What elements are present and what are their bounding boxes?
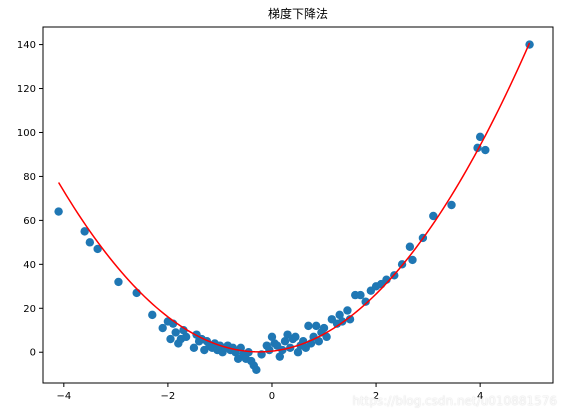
scatter-point (179, 326, 188, 335)
scatter-point (54, 207, 63, 216)
y-tick-label: 20 (23, 304, 36, 315)
scatter-point (361, 297, 370, 306)
scatter-point (447, 200, 456, 210)
axes-frame (42, 26, 554, 384)
scatter-point (114, 277, 123, 287)
x-tick-label: 2 (373, 391, 379, 402)
y-tick-label: 120 (17, 84, 36, 95)
scatter-point (304, 321, 313, 331)
scatter-point (181, 332, 191, 342)
scatter-point (166, 334, 175, 344)
fit-curve (57, 42, 531, 353)
scatter-point (312, 321, 321, 331)
scatter-point (265, 345, 274, 355)
x-tick-label: 4 (477, 391, 483, 402)
scatter-point (280, 337, 290, 346)
scatter-point (171, 328, 180, 337)
x-tick-label: 0 (269, 391, 275, 402)
y-tick-label: 60 (23, 216, 36, 227)
scatter-point (322, 332, 331, 342)
plot-area (54, 40, 534, 375)
scatter-point (345, 315, 355, 324)
scatter-point (267, 332, 277, 342)
scatter-point (343, 306, 352, 315)
scatter-point (80, 227, 89, 236)
scatter-point (429, 211, 438, 221)
scatter-point (189, 343, 199, 353)
scatter-point (93, 244, 102, 254)
scatter-point (244, 348, 253, 357)
y-axis: 0 20 40 60 80 100 120 140 (17, 40, 43, 359)
x-axis: −4 −2 0 2 4 (56, 383, 483, 402)
scatter-point (481, 145, 490, 155)
watermark: https://blog.csdn.net/u010881576 (352, 394, 557, 408)
chart-title: 梯度下降法 (268, 6, 328, 21)
scatter-point (405, 242, 415, 251)
scatter-point (158, 323, 167, 333)
scatter-point (275, 352, 284, 361)
y-tick-label: 40 (23, 260, 36, 271)
y-tick-label: 0 (30, 348, 36, 359)
scatter-point (291, 332, 300, 342)
scatter-point (356, 290, 365, 300)
scatter-point (475, 132, 485, 142)
y-tick-label: 140 (17, 40, 36, 51)
scatter-point (85, 238, 95, 247)
scatter-point (335, 310, 344, 320)
scatter-point (314, 337, 324, 346)
scatter-point (408, 255, 417, 265)
x-tick-label: −2 (161, 391, 176, 402)
x-tick-label: −4 (56, 391, 71, 402)
scatter-point (319, 323, 329, 333)
scatter-point (293, 348, 303, 357)
scatter-point (148, 310, 157, 320)
scatter-point (252, 365, 261, 375)
y-tick-label: 100 (17, 128, 36, 139)
scatter-point (132, 288, 141, 298)
y-tick-label: 80 (23, 172, 36, 183)
